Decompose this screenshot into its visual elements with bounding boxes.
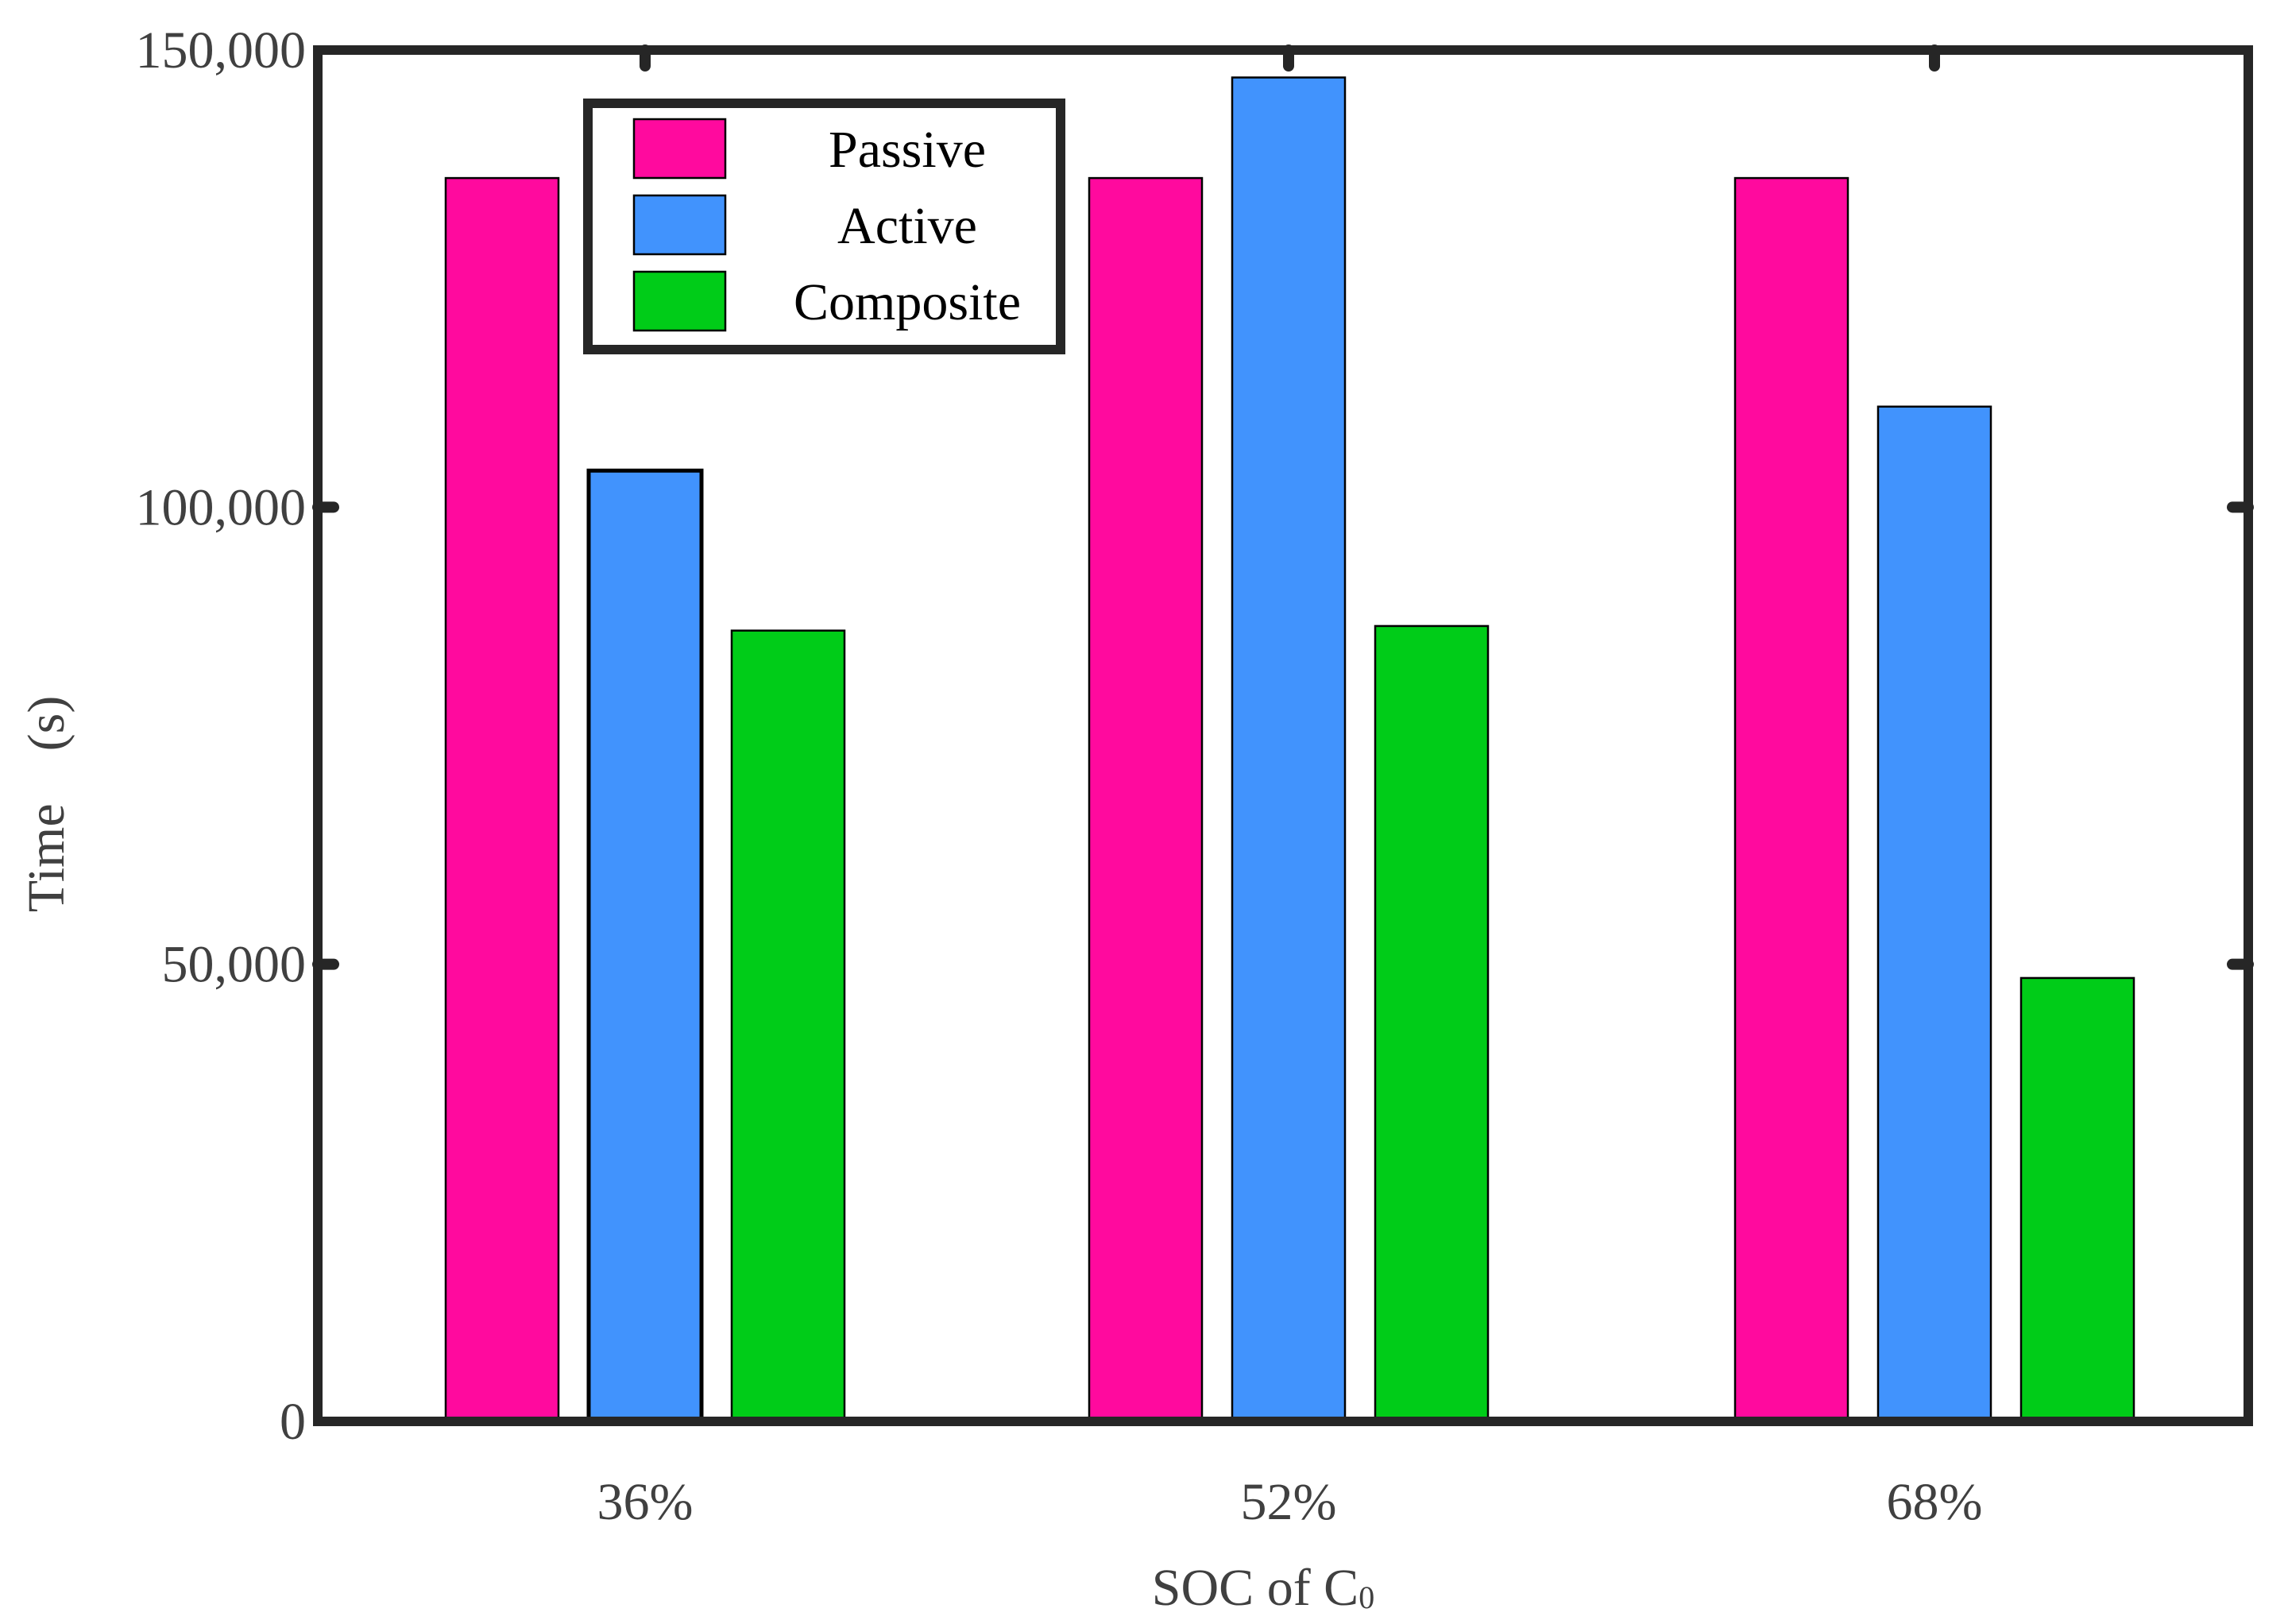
x-tick-label-68pct: 68% [1887,1473,1983,1531]
legend-label-passive: Passive [829,121,986,179]
bar-active-36pct [586,468,704,1424]
bar-passive-68pct [1733,176,1849,1423]
bar-composite-68pct [2019,976,2135,1423]
y-tick-label-50000: 50,000 [162,936,307,994]
legend-label-active: Active [837,197,977,255]
legend: Passive Active Composite [583,99,1065,354]
y-tick-label-150000: 150,000 [136,21,307,79]
bar-active-52pct [1231,76,1347,1423]
x-axis-label-main: SOC of C [1152,1559,1358,1617]
bar-passive-52pct [1088,176,1204,1423]
bar-passive-36pct [444,176,560,1423]
legend-swatch-composite [632,270,727,332]
y-axis-label: Time (s) [17,696,75,913]
legend-label-composite: Composite [794,273,1021,331]
legend-swatch-active [632,194,727,256]
bar-composite-36pct [730,629,846,1423]
x-axis-label-subscript: 0 [1358,1580,1374,1615]
bars-group [444,76,2135,1424]
y-tick-label-0: 0 [280,1393,306,1451]
bar-composite-52pct [1374,624,1490,1423]
bar-active-68pct [1876,405,1992,1423]
x-axis-ticks: 36% 52% 68% [597,44,1983,1531]
legend-swatch-passive [632,118,727,180]
x-tick-label-52pct: 52% [1241,1473,1337,1531]
y-tick-label-100000: 100,000 [136,478,307,536]
x-tick-label-36pct: 36% [597,1473,694,1531]
x-axis-label: SOC of C0 [1152,1559,1374,1617]
y-axis-ticks: 0 50,000 100,000 150,000 [136,21,2254,1451]
